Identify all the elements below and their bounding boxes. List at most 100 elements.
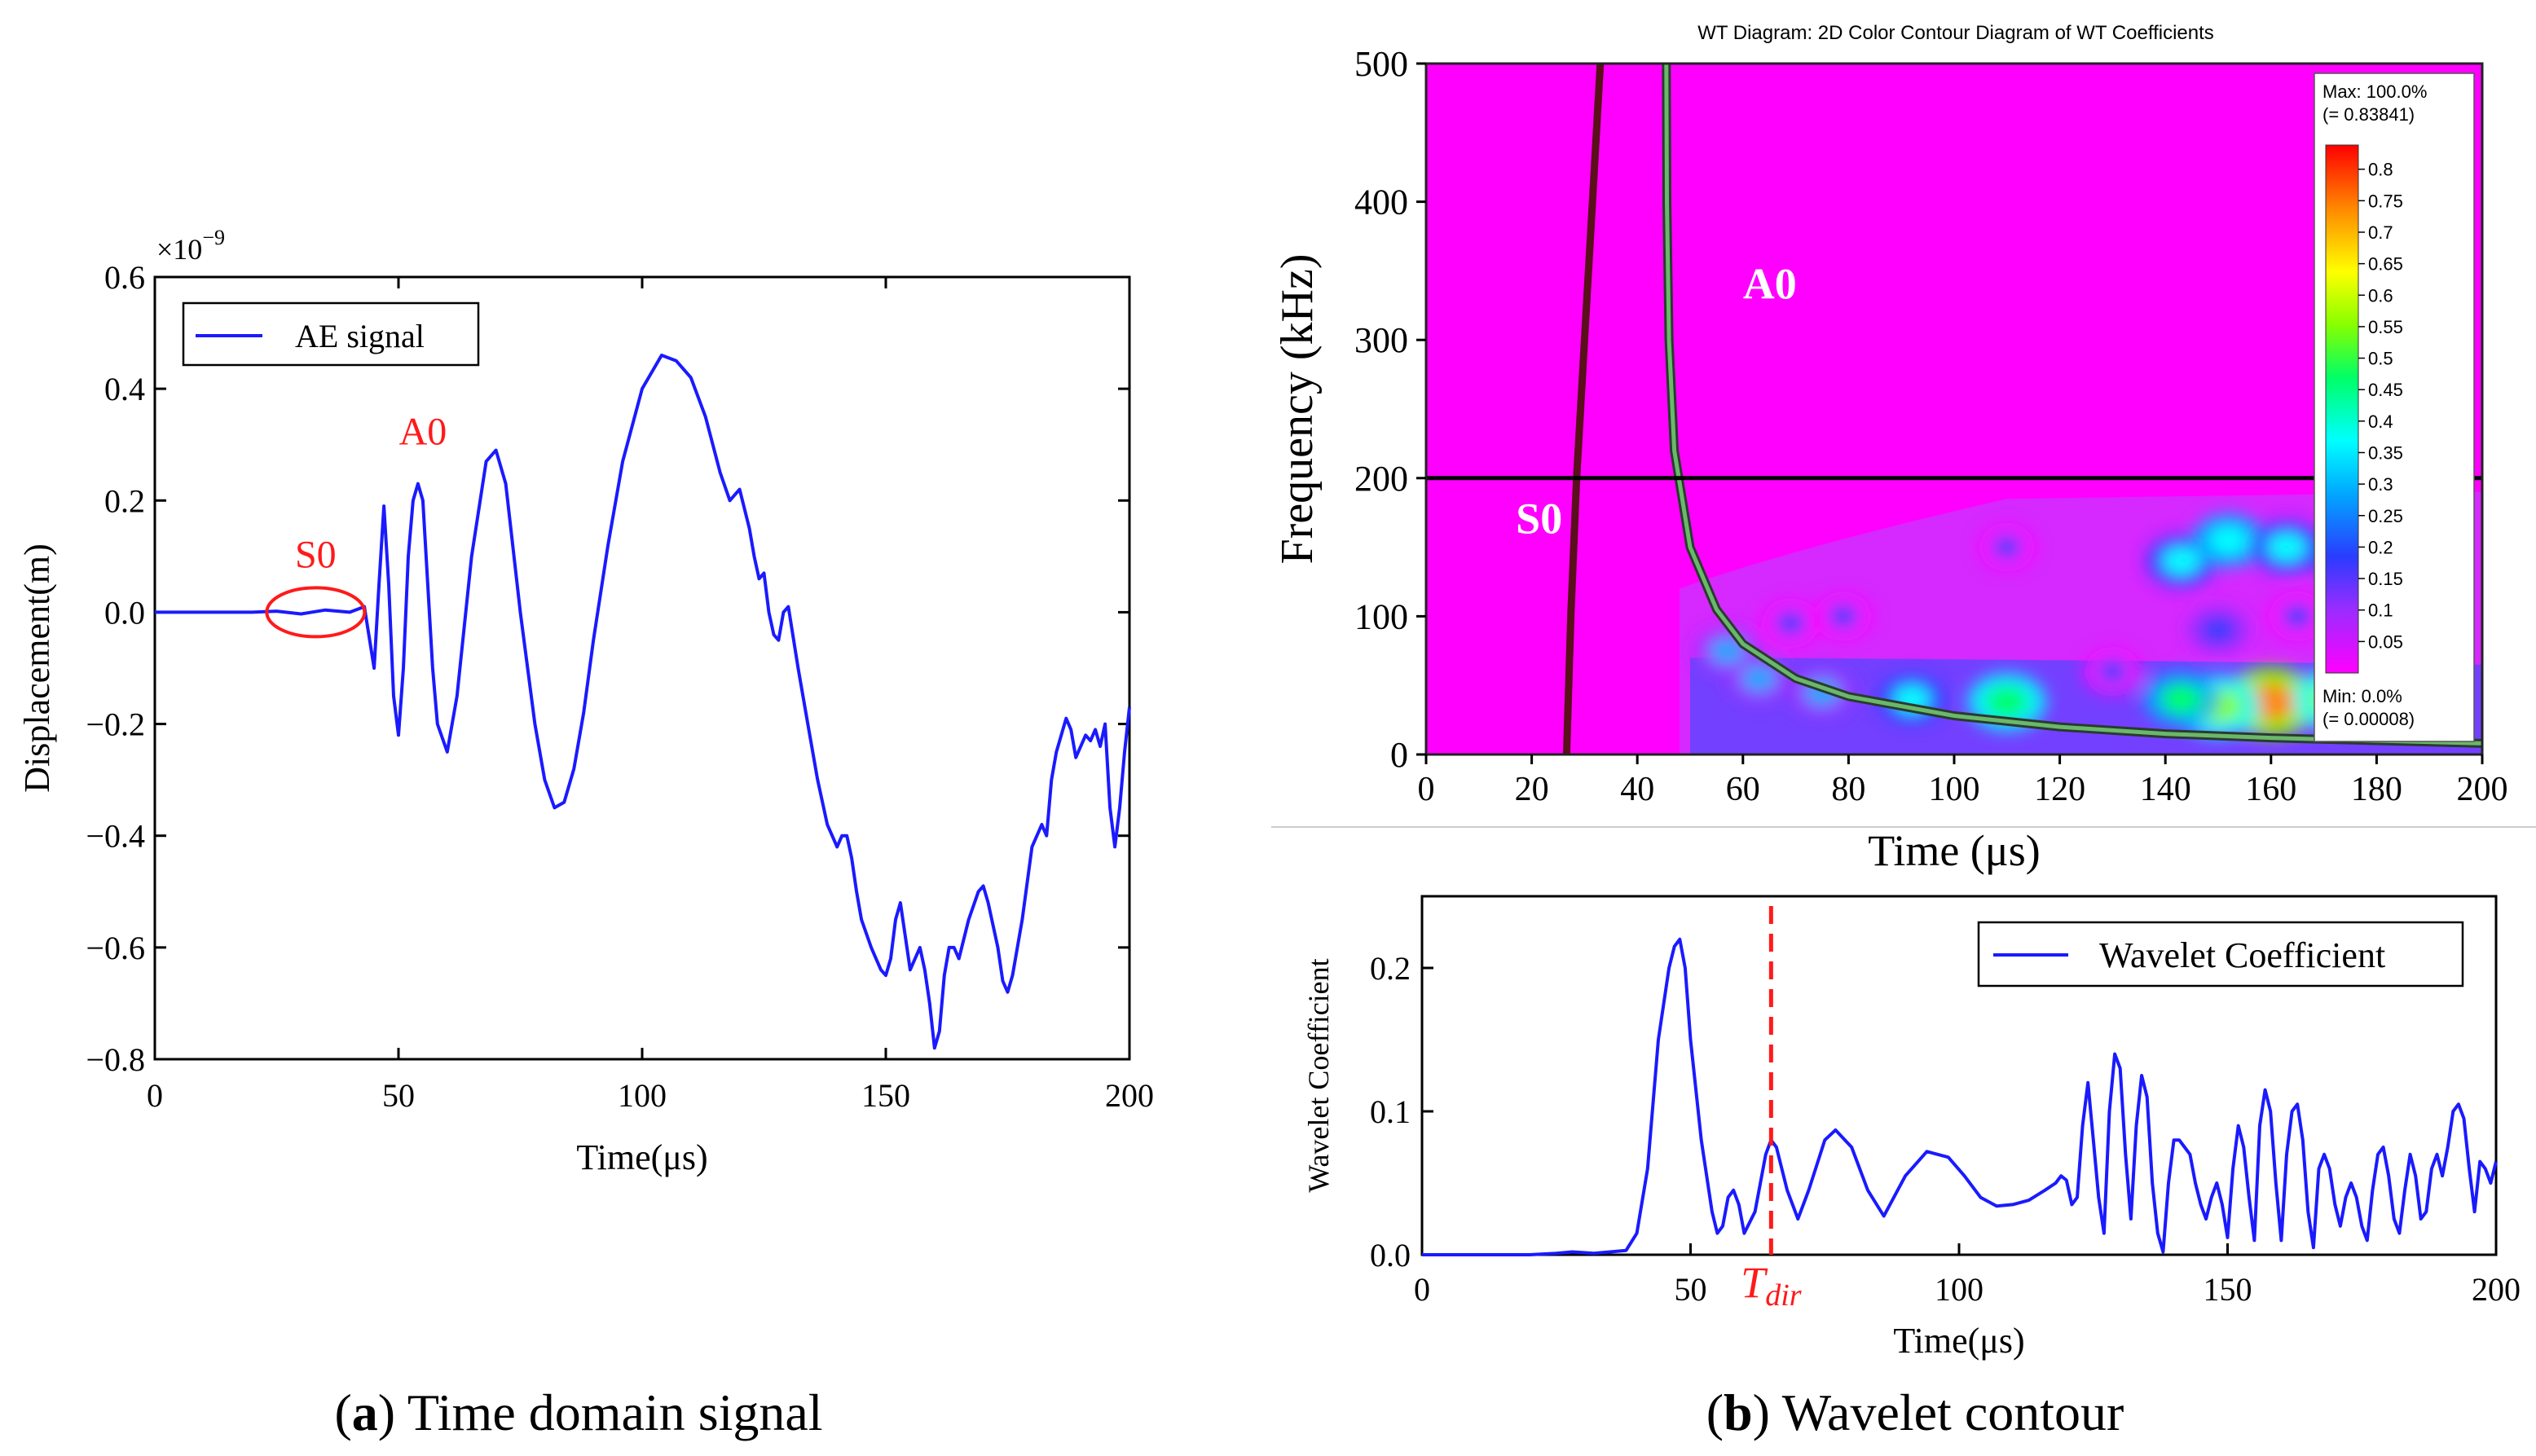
time-domain-x-tick-label: 0 (147, 1077, 163, 1114)
contour-x-tick-label: 160 (2245, 771, 2296, 808)
contour-x-tick-label: 60 (1726, 771, 1760, 808)
energy-hotspot-core (2201, 617, 2235, 644)
contour-y-tick-label: 100 (1354, 596, 1408, 636)
time-domain-x-tick-label: 50 (382, 1077, 415, 1114)
contour-field (1680, 491, 2482, 754)
time-domain-y-tick-label: 0.0 (104, 594, 145, 631)
time-domain-y-tick-label: −0.8 (86, 1041, 145, 1078)
colorbar-tick-label: 0.65 (2368, 254, 2403, 275)
time-domain-y-tick-label: 0.6 (104, 259, 145, 296)
wavelet-coefficient-chart: 0.0 0.1 0.2 0 50 100 150 200 Time(μs) Wavelet … (1302, 895, 2521, 1361)
coefficient-x-tick-label: 0 (1414, 1271, 1430, 1308)
energy-hotspot-core (2160, 684, 2202, 715)
colorbar-tick-label: 0.35 (2368, 442, 2403, 463)
colorbar-tick-label: 0.5 (2368, 349, 2393, 369)
s0-annotation: S0 (295, 534, 337, 577)
colorbar-min-label: Min: 0.0% (2322, 686, 2402, 706)
contour-x-axis-label: Time (μs) (1868, 826, 2041, 875)
energy-hotspot-core (1991, 534, 2023, 560)
energy-hotspot-core (1985, 686, 2029, 718)
coefficient-y-axis-label: Wavelet Coefficient (1302, 958, 1335, 1192)
time-domain-y-tick-label: 0.2 (104, 482, 145, 519)
time-domain-y-tick-label: −0.2 (86, 706, 145, 743)
caption-b: (b) Wavelet contour (1706, 1383, 2124, 1441)
caption-a: (a) Time domain signal (334, 1383, 822, 1441)
colorbar-min-value: (= 0.00008) (2322, 709, 2415, 729)
ae-signal-line (155, 354, 1131, 1050)
colorbar-tick-label: 0.1 (2368, 600, 2393, 621)
colorbar-tick-label: 0.25 (2368, 506, 2403, 526)
coefficient-x-tick-label: 50 (1675, 1271, 1707, 1308)
colorbar-max-value: (= 0.83841) (2322, 104, 2415, 125)
coefficient-x-tick-label: 150 (2204, 1271, 2252, 1308)
coefficient-y-tick-label: 0.2 (1370, 950, 1411, 987)
s0-highlight-ellipse (265, 586, 367, 639)
coefficient-x-tick-label: 100 (1935, 1271, 1983, 1308)
energy-hotspot-core (2208, 526, 2249, 556)
s0-mode-label: S0 (1516, 495, 1562, 543)
time-domain-y-tick-label: −0.4 (86, 818, 145, 855)
colorbar-max-label: Max: 100.0% (2322, 81, 2427, 102)
s0-dispersion-curve (1562, 63, 1605, 755)
contour-y-tick-label: 500 (1354, 44, 1408, 84)
contour-x-tick-label: 140 (2140, 771, 2191, 808)
wavelet-contour-chart: WT Diagram: 2D Color Contour Diagram of … (1272, 22, 2508, 875)
colorbar-tick-label: 0.2 (2368, 537, 2393, 557)
coefficient-legend-label: Wavelet Coefficient (2099, 935, 2385, 975)
colorbar-tick-label: 0.7 (2368, 222, 2393, 243)
energy-hotspot-core (2280, 604, 2314, 629)
colorbar-tick-label: 0.8 (2368, 160, 2393, 180)
energy-hotspot-core (1741, 665, 1777, 693)
energy-hotspot-core (1709, 637, 1746, 665)
time-domain-x-tick-label: 200 (1105, 1077, 1154, 1114)
contour-x-tick-label: 0 (1418, 771, 1435, 808)
colorbar-tick-label: 0.15 (2368, 569, 2403, 589)
contour-y-tick-label: 200 (1354, 459, 1408, 499)
colorbar-tick-label: 0.6 (2368, 285, 2393, 306)
contour-x-tick-label: 180 (2351, 771, 2402, 808)
contour-x-tick-label: 20 (1515, 771, 1549, 808)
a0-annotation: A0 (399, 411, 447, 454)
energy-hotspot-core (2096, 659, 2129, 684)
colorbar-tick-label: 0.3 (2368, 474, 2393, 495)
colorbar: Max: 100.0% (= 0.83841) 0.8 0.75 0.7 0.65 0.… (2314, 73, 2475, 742)
coefficient-x-tick-label: 200 (2472, 1271, 2521, 1308)
time-domain-legend-label: AE signal (295, 318, 425, 354)
colorbar-tick-label: 0.45 (2368, 380, 2403, 400)
time-domain-exponent-label: ×10−9 (156, 226, 225, 266)
wavelet-coefficient-line (1422, 937, 2498, 1256)
wavelet-contour-title: WT Diagram: 2D Color Contour Diagram of … (1697, 22, 2214, 44)
energy-hotspot-core (1773, 610, 1807, 636)
colorbar-tick-label: 0.4 (2368, 411, 2393, 432)
contour-x-tick-label: 120 (2034, 771, 2085, 808)
coefficient-legend: Wavelet Coefficient (1977, 921, 2464, 988)
a0-dispersion-curve (1664, 63, 2483, 746)
contour-x-tick-label: 80 (1831, 771, 1865, 808)
time-domain-y-tick-label: 0.4 (104, 371, 145, 407)
contour-x-tick-label: 40 (1620, 771, 1654, 808)
coefficient-x-axis-label: Time(μs) (1893, 1321, 2024, 1361)
coefficient-y-tick-label: 0.1 (1370, 1093, 1411, 1130)
contour-y-tick-label: 300 (1354, 320, 1408, 360)
time-domain-y-tick-label: −0.6 (86, 930, 145, 966)
energy-hotspot-core (2267, 532, 2307, 562)
colorbar-tick-label: 0.05 (2368, 631, 2403, 652)
contour-x-tick-label: 100 (1929, 771, 1980, 808)
time-domain-chart: −0.8 −0.6 −0.4 −0.2 0.0 0.2 0.4 0.6 0 50 100 150 20… (17, 226, 1154, 1177)
time-domain-x-tick-label: 100 (618, 1077, 667, 1114)
contour-y-axis-label: Frequency (kHz) (1272, 254, 1323, 565)
contour-y-tick-label: 0 (1390, 735, 1408, 775)
time-domain-legend: AE signal (182, 301, 480, 367)
colorbar-tick-label: 0.55 (2368, 317, 2403, 337)
colorbar-gradient (2325, 144, 2359, 674)
energy-hotspot-core (2161, 547, 2201, 576)
time-domain-x-tick-label: 150 (861, 1077, 910, 1114)
t-dir-marker-label: Tdir (1741, 1258, 1802, 1313)
energy-hotspot-core (1827, 604, 1860, 629)
coefficient-y-tick-label: 0.0 (1370, 1237, 1411, 1273)
contour-x-tick-label: 200 (2457, 771, 2508, 808)
time-domain-x-axis-label: Time(μs) (576, 1137, 707, 1177)
contour-y-tick-label: 400 (1354, 183, 1408, 222)
colorbar-tick-label: 0.75 (2368, 191, 2403, 211)
